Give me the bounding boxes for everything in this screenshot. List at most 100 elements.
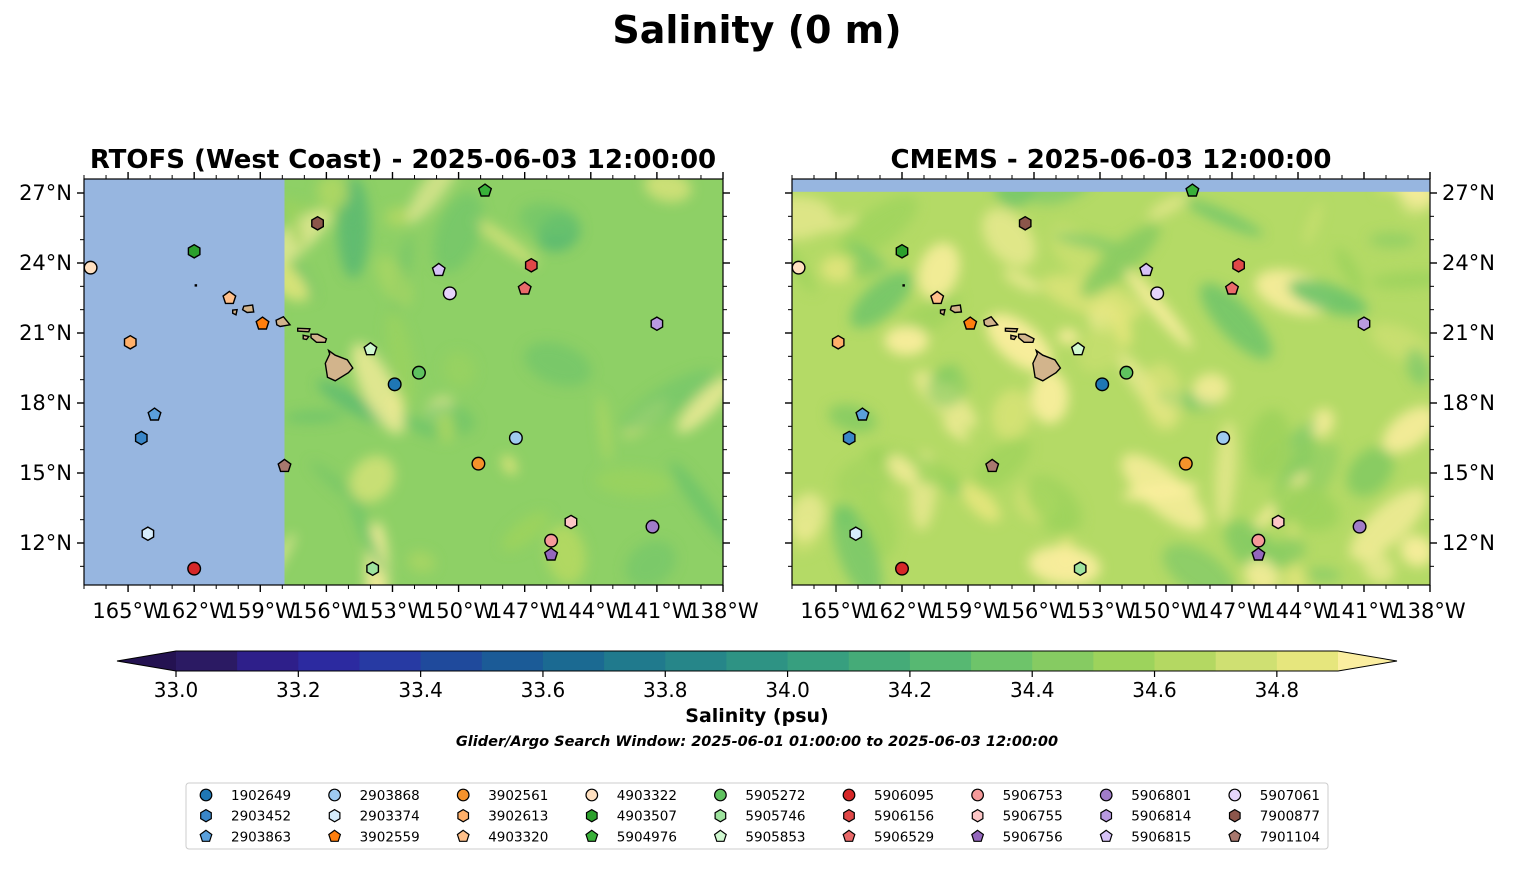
- float-marker-5906755: [1271, 514, 1285, 530]
- legend-marker: [1228, 829, 1242, 842]
- legend-item-2903868: 2903868: [328, 788, 420, 804]
- panel-title-cmems: CMEMS - 2025-06-03 12:00:00: [891, 145, 1332, 175]
- float-marker-5906753: [1251, 533, 1266, 548]
- legend-label: 7901104: [1260, 829, 1320, 845]
- axes-rtofs: 165°W162°W159°W156°W153°W150°W147°W144°W…: [19, 172, 759, 623]
- colorbar-bin: [1093, 651, 1156, 671]
- legend-item-5906801: 5906801: [1099, 788, 1191, 804]
- legend-item-3902613: 3902613: [457, 809, 548, 825]
- lon-tick-label: 150°W: [423, 599, 495, 623]
- float-marker-2903452: [134, 430, 148, 446]
- float-marker-4903507: [895, 243, 909, 259]
- lat-tick-label: 24°N: [19, 251, 72, 275]
- island-5: [949, 304, 963, 314]
- legend-label: 3902561: [488, 788, 548, 804]
- legend-label: 3902613: [488, 809, 548, 825]
- legend-label: 5905272: [745, 788, 805, 804]
- legend-item-5906753: 5906753: [971, 788, 1063, 804]
- float-marker-5906095: [895, 561, 910, 576]
- lat-tick-label: 12°N: [19, 531, 72, 555]
- lon-tick-label: 150°W: [1130, 599, 1202, 623]
- float-marker-4903320: [222, 290, 237, 305]
- legend-marker: [971, 788, 984, 802]
- float-marker-5906756: [543, 547, 559, 561]
- legend-marker: [714, 808, 727, 823]
- legend-item-5905272: 5905272: [714, 788, 806, 804]
- colorbar-bin: [420, 651, 483, 671]
- float-marker-5906756: [1251, 547, 1266, 561]
- float-marker-3902559: [963, 316, 978, 330]
- lon-tick-label: 162°W: [866, 599, 938, 623]
- island-2: [297, 327, 311, 333]
- colorbar-bin: [909, 651, 972, 671]
- legend-label: 7900877: [1260, 809, 1320, 825]
- legend-item-2903863: 2903863: [199, 829, 291, 845]
- lat-tick-label: 21°N: [19, 321, 72, 345]
- legend-marker: [971, 808, 984, 823]
- colorbar-bin: [542, 651, 605, 671]
- lat-tick-label: 15°N: [19, 461, 72, 485]
- float-marker-3902561: [471, 456, 486, 471]
- lat-tick-label: 24°N: [1442, 251, 1495, 275]
- hawaiian-islands: [902, 284, 1062, 382]
- lon-tick-label: 153°W: [1064, 599, 1136, 623]
- map-frame-cmems: [791, 178, 1431, 586]
- float-marker-5906755: [564, 514, 578, 530]
- island-5: [241, 304, 255, 314]
- legend-item-5906814: 5906814: [1100, 809, 1191, 825]
- legend-item-7901104: 7901104: [1228, 829, 1320, 845]
- float-marker-5905853: [1070, 341, 1086, 356]
- legend-label: 5906156: [874, 809, 934, 825]
- float-marker-3902559: [255, 316, 270, 330]
- legend-label: 2903863: [231, 829, 291, 845]
- colorbar-bin: [971, 651, 1033, 671]
- island-4: [275, 315, 292, 328]
- legend-marker: [328, 829, 342, 842]
- colorbar-bin: [726, 651, 789, 671]
- axes-cmems: 165°W162°W159°W156°W153°W150°W147°W144°W…: [785, 172, 1495, 623]
- lon-tick-label: 147°W: [1196, 599, 1268, 623]
- legend-marker: [971, 829, 985, 842]
- colorbar-bin: [1215, 651, 1278, 671]
- map-frame-rtofs: [83, 178, 724, 586]
- legend-item-5907061: 5907061: [1228, 788, 1320, 804]
- legend-item-4903320: 4903320: [456, 829, 548, 845]
- float-marker-2903374: [849, 526, 863, 542]
- legend-label: 4903507: [617, 809, 677, 825]
- lon-tick-label: 165°W: [92, 599, 164, 623]
- lon-tick-label: 138°W: [1394, 599, 1466, 623]
- float-marker-2903452: [842, 430, 856, 446]
- lon-tick-label: 159°W: [225, 599, 297, 623]
- float-marker-2903868: [1216, 431, 1231, 446]
- legend-label: 5906753: [1003, 788, 1063, 804]
- legend-marker: [842, 829, 856, 842]
- float-marker-5904976: [477, 183, 493, 197]
- legend-item-5906095: 5906095: [842, 788, 934, 804]
- lat-tick-label: 15°N: [1442, 461, 1495, 485]
- legend-marker: [328, 808, 341, 823]
- float-marker-5906801: [645, 519, 660, 534]
- island-7: [194, 284, 198, 287]
- lon-tick-label: 162°W: [158, 599, 230, 623]
- float-marker-5904976: [1185, 183, 1200, 197]
- lon-tick-label: 138°W: [687, 599, 759, 623]
- legend-label: 4903320: [488, 829, 548, 845]
- legend-item-5906156: 5906156: [843, 809, 934, 825]
- float-marker-5906753: [544, 533, 559, 548]
- colorbar-tick-label: 34.8: [1255, 678, 1300, 702]
- lon-tick-label: 141°W: [1328, 599, 1400, 623]
- lon-tick-label: 156°W: [291, 599, 363, 623]
- float-marker-2903374: [141, 526, 155, 542]
- lat-tick-label: 18°N: [1442, 391, 1495, 415]
- cmems-no-data-strip: [792, 179, 1430, 192]
- float-marker-1902649: [387, 377, 402, 392]
- float-marker-7901104: [985, 458, 1000, 473]
- lon-tick-label: 141°W: [621, 599, 693, 623]
- legend-marker: [456, 788, 470, 802]
- colorbar-tick-label: 33.6: [521, 678, 566, 702]
- legend-marker: [585, 829, 599, 842]
- colorbar-blocks: [116, 650, 1398, 672]
- colorbar-extend-max: [1338, 651, 1397, 671]
- float-marker-4903320: [930, 290, 945, 305]
